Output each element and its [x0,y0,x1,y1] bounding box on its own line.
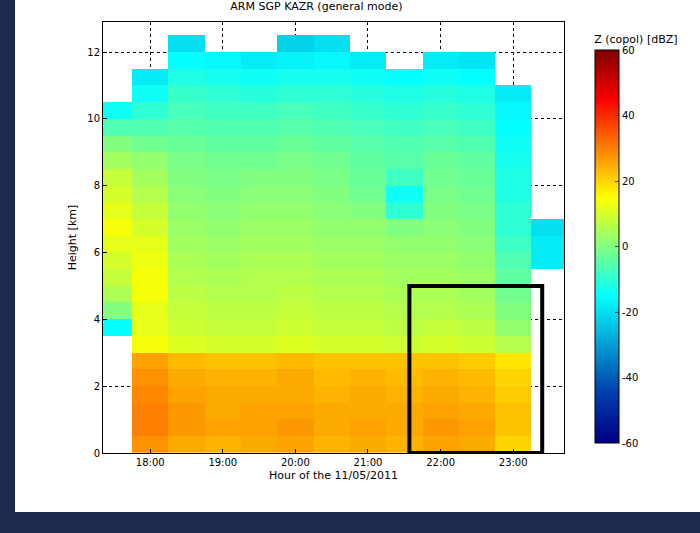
svg-text:ARM SGP KAZR (general mode): ARM SGP KAZR (general mode) [230,0,402,13]
svg-text:21:00: 21:00 [354,457,383,468]
svg-text:20:00: 20:00 [281,457,310,468]
svg-text:6: 6 [94,247,100,258]
svg-text:2: 2 [94,381,100,392]
svg-text:20: 20 [622,176,635,187]
svg-text:19:00: 19:00 [208,457,237,468]
svg-text:0: 0 [622,241,628,252]
svg-text:Hour of the 11/05/2011: Hour of the 11/05/2011 [269,469,398,482]
svg-text:Z (copol) [dBZ]: Z (copol) [dBZ] [594,33,677,46]
svg-text:8: 8 [94,180,100,191]
svg-text:Height [km]: Height [km] [66,205,79,271]
svg-text:60: 60 [622,45,635,56]
svg-text:12: 12 [87,47,100,58]
svg-text:0: 0 [94,448,100,459]
svg-text:22:00: 22:00 [426,457,455,468]
svg-text:23:00: 23:00 [499,457,528,468]
svg-text:-60: -60 [622,438,638,449]
svg-text:4: 4 [94,314,100,325]
svg-text:-40: -40 [622,372,638,383]
svg-text:18:00: 18:00 [136,457,165,468]
svg-text:10: 10 [87,113,100,124]
svg-text:40: 40 [622,110,635,121]
svg-text:-20: -20 [622,307,638,318]
